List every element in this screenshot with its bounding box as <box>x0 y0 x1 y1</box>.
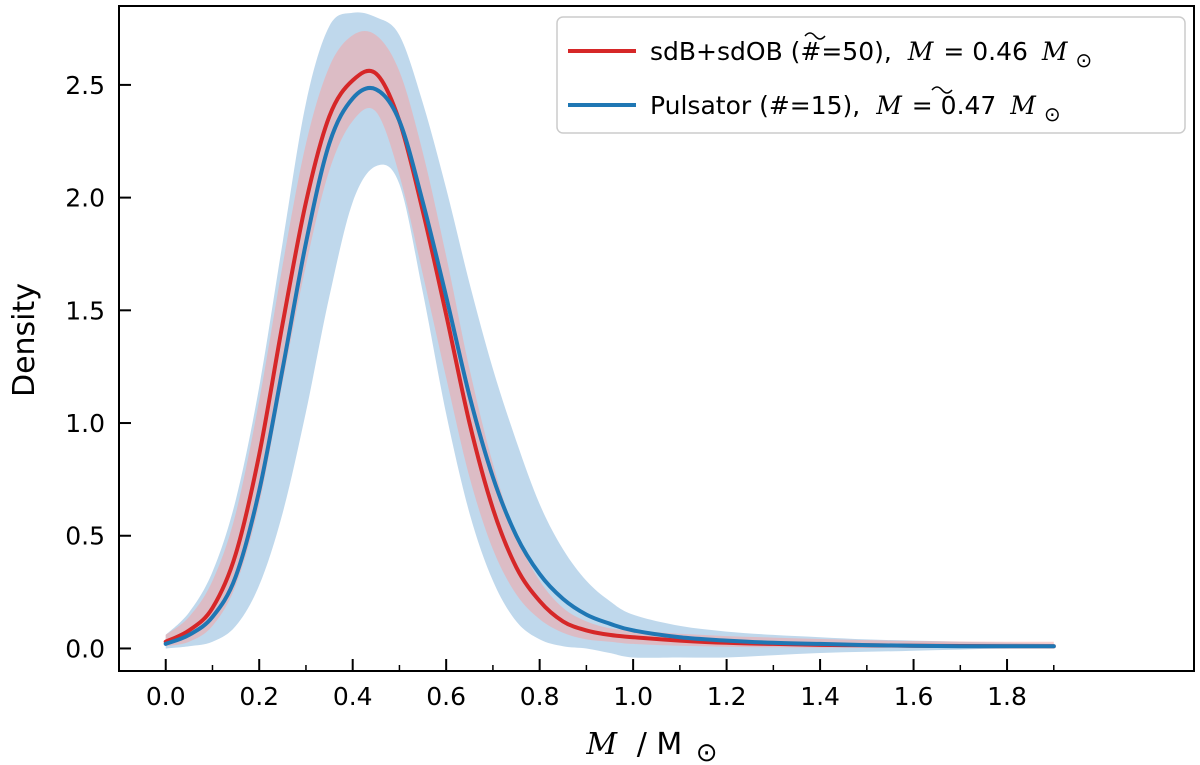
confidence-bands <box>165 12 1054 658</box>
legend-entry-sdb-median: = 0.46 <box>943 37 1028 66</box>
band-pulsator <box>165 12 1054 658</box>
x-axis-label: M / M ⊙ <box>585 727 717 765</box>
line-pulsator <box>163 85 1056 649</box>
x-axis-label-unit: / M <box>637 727 683 762</box>
legend-entry-pulsator-median-symbol: M <box>875 91 903 120</box>
legend-entry-sdb: sdB+sdOB (#=50), M = 0.46 M ⊙ <box>650 37 1092 72</box>
y-tick-label: 1.0 <box>65 409 105 438</box>
plot-frame <box>118 5 1195 672</box>
x-tick-label: 0.6 <box>426 682 466 711</box>
legend-entry-pulsator-median: = 0.47 <box>912 91 997 120</box>
x-tick-label: 0.8 <box>520 682 560 711</box>
legend-entry-pulsator-sun: ⊙ <box>1044 102 1061 126</box>
legend-entry-pulsator-name: Pulsator (#=15), <box>650 91 860 120</box>
legend-entry-sdb-name: sdB+sdOB (#=50), <box>650 37 892 66</box>
y-tick-label: 0.5 <box>65 522 105 551</box>
legend-box <box>556 16 1186 134</box>
x-axis-label-sun-symbol: ⊙ <box>696 738 718 765</box>
x-tick-label: 1.2 <box>707 682 747 711</box>
y-tick-label: 2.5 <box>65 71 105 100</box>
legend-entry-sdb-unit: M <box>1041 37 1069 66</box>
legend-entry-sdb-sun: ⊙ <box>1075 48 1092 72</box>
legend-pulsator-tilde <box>931 86 953 94</box>
x-tick-label: 1.4 <box>800 682 840 711</box>
legend-entry-pulsator-unit: M <box>1009 91 1037 120</box>
axis-ticks: 0.0 0.2 0.4 0.6 0.8 1.0 1.2 1.4 1.6 1.8 0.0 0.5 1.0 1… <box>65 71 1055 711</box>
y-tick-label: 2.0 <box>65 184 105 213</box>
y-tick-label: 0.0 <box>65 634 105 663</box>
legend-entry-pulsator: Pulsator (#=15), M = 0.47 M ⊙ <box>650 91 1061 126</box>
legend: sdB+sdOB (#=50), M = 0.46 M ⊙ Pulsator (… <box>556 16 1186 134</box>
x-tick-label: 0.4 <box>333 682 373 711</box>
x-tick-label: 0.0 <box>146 682 186 711</box>
y-axis-label: Density <box>7 283 42 397</box>
x-tick-label: 1.8 <box>987 682 1027 711</box>
x-tick-label: 1.6 <box>894 682 934 711</box>
x-tick-label: 0.2 <box>239 682 279 711</box>
legend-entry-sdb-median-symbol: M <box>907 37 935 66</box>
series-lines <box>163 68 1056 649</box>
y-tick-label: 1.5 <box>65 296 105 325</box>
x-tick-label: 1.0 <box>613 682 653 711</box>
x-axis-label-var: M <box>585 727 618 762</box>
legend-sdb-tilde <box>804 32 826 40</box>
